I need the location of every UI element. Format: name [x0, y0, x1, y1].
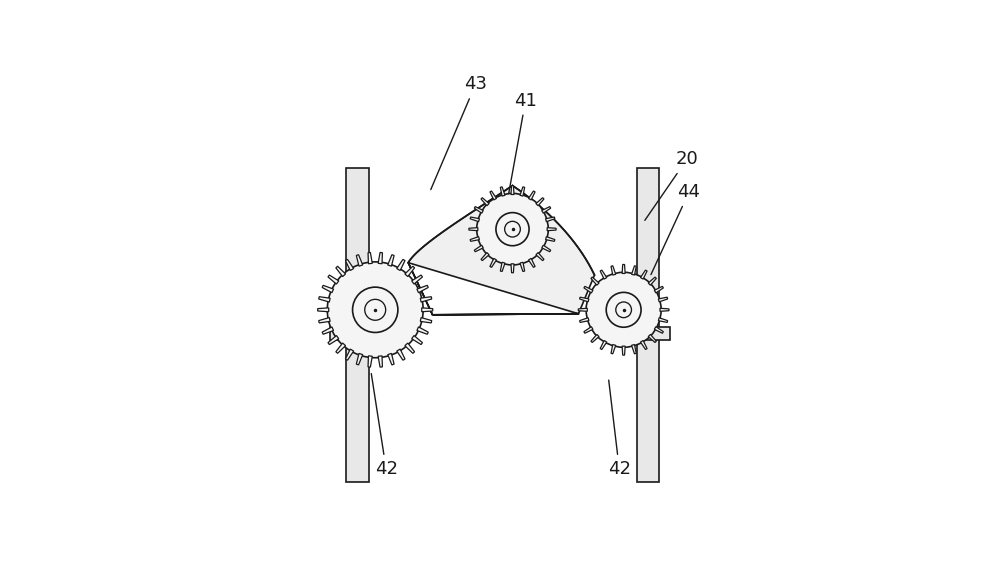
Polygon shape: [600, 270, 607, 279]
Polygon shape: [500, 187, 505, 196]
Polygon shape: [420, 318, 432, 323]
Polygon shape: [417, 285, 428, 293]
Text: 42: 42: [371, 374, 398, 478]
Polygon shape: [511, 186, 514, 195]
Text: 42: 42: [608, 380, 631, 478]
Polygon shape: [500, 262, 505, 272]
Polygon shape: [470, 237, 479, 241]
Polygon shape: [640, 341, 647, 350]
Polygon shape: [542, 207, 551, 213]
Polygon shape: [336, 266, 346, 277]
Polygon shape: [378, 252, 382, 264]
Text: 43: 43: [431, 75, 487, 190]
Polygon shape: [591, 277, 599, 285]
Polygon shape: [368, 252, 372, 264]
Polygon shape: [529, 191, 535, 200]
Polygon shape: [654, 286, 663, 293]
Polygon shape: [318, 308, 329, 312]
Polygon shape: [536, 252, 544, 260]
Polygon shape: [397, 259, 405, 271]
Polygon shape: [611, 345, 616, 354]
Polygon shape: [580, 297, 589, 302]
Polygon shape: [319, 297, 330, 302]
Polygon shape: [412, 336, 422, 345]
Polygon shape: [328, 275, 339, 284]
Polygon shape: [658, 297, 668, 302]
Polygon shape: [536, 198, 544, 205]
Polygon shape: [547, 228, 556, 231]
Polygon shape: [490, 191, 496, 200]
Circle shape: [606, 293, 641, 327]
Polygon shape: [322, 327, 334, 335]
Polygon shape: [481, 198, 489, 205]
Polygon shape: [474, 207, 483, 213]
Polygon shape: [511, 264, 514, 273]
Polygon shape: [422, 308, 433, 312]
Circle shape: [327, 262, 423, 358]
Polygon shape: [356, 255, 363, 266]
Circle shape: [505, 221, 520, 237]
Polygon shape: [397, 349, 405, 360]
Polygon shape: [658, 318, 668, 323]
Circle shape: [477, 194, 548, 265]
Polygon shape: [356, 353, 363, 365]
Bar: [330, 327, 385, 340]
Polygon shape: [622, 264, 625, 273]
Polygon shape: [542, 245, 551, 252]
Polygon shape: [412, 275, 422, 284]
Polygon shape: [405, 266, 415, 277]
Polygon shape: [580, 318, 589, 323]
Polygon shape: [584, 327, 593, 333]
Polygon shape: [319, 318, 330, 323]
Polygon shape: [345, 259, 354, 271]
Polygon shape: [417, 327, 428, 335]
Circle shape: [616, 302, 631, 318]
Polygon shape: [520, 187, 525, 196]
Polygon shape: [345, 349, 354, 360]
Polygon shape: [388, 353, 394, 365]
Polygon shape: [520, 262, 525, 272]
Polygon shape: [368, 356, 372, 367]
Circle shape: [586, 272, 661, 348]
Text: 44: 44: [651, 183, 701, 275]
Polygon shape: [632, 345, 636, 354]
Polygon shape: [584, 286, 593, 293]
Polygon shape: [640, 270, 647, 279]
Polygon shape: [322, 285, 334, 293]
Polygon shape: [660, 308, 669, 311]
Polygon shape: [529, 259, 535, 267]
Bar: [637, 168, 659, 482]
Circle shape: [496, 213, 529, 246]
Polygon shape: [490, 259, 496, 267]
Polygon shape: [654, 327, 663, 333]
Polygon shape: [600, 341, 607, 350]
Polygon shape: [408, 186, 594, 315]
Polygon shape: [648, 335, 656, 342]
Polygon shape: [546, 237, 555, 241]
Polygon shape: [469, 228, 478, 231]
Text: 41: 41: [509, 92, 537, 194]
Bar: [346, 168, 369, 482]
Polygon shape: [336, 343, 346, 353]
Polygon shape: [328, 336, 339, 345]
Text: 20: 20: [645, 151, 698, 220]
Polygon shape: [378, 356, 382, 367]
Polygon shape: [474, 245, 483, 252]
Circle shape: [353, 287, 398, 332]
Polygon shape: [481, 252, 489, 260]
Bar: [625, 327, 670, 340]
Polygon shape: [388, 255, 394, 266]
Polygon shape: [405, 343, 415, 353]
Circle shape: [365, 299, 386, 320]
Polygon shape: [622, 346, 625, 355]
Polygon shape: [420, 297, 432, 302]
Polygon shape: [591, 335, 599, 342]
Polygon shape: [578, 308, 587, 311]
Polygon shape: [632, 266, 636, 275]
Polygon shape: [546, 217, 555, 222]
Polygon shape: [648, 277, 656, 285]
Polygon shape: [470, 217, 479, 222]
Polygon shape: [611, 266, 616, 275]
